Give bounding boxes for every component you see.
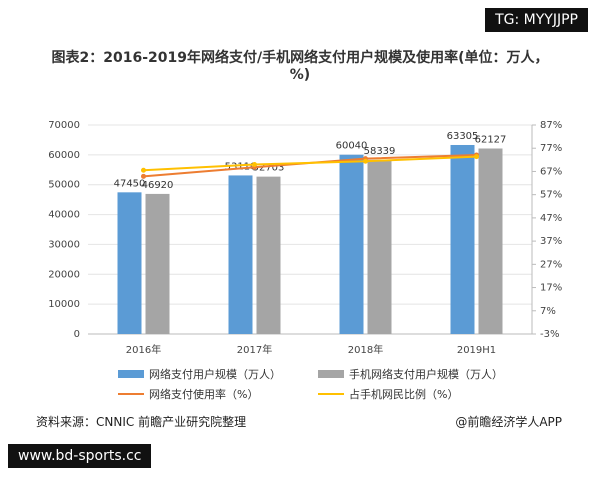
data-label: 60040	[336, 141, 368, 152]
bar	[478, 148, 503, 334]
data-label: 46920	[142, 180, 174, 191]
y-tick-label: 10000	[48, 299, 80, 310]
bar	[256, 176, 281, 334]
line-marker	[252, 161, 257, 167]
watermark: www.bd-sports.cc	[8, 444, 152, 468]
legend-label: 手机网络支付用户规模（万人）	[349, 368, 503, 381]
x-tick-label: 2017年	[237, 343, 272, 356]
x-tick-label: 2016年	[126, 343, 161, 356]
y2-tick-label: 17%	[540, 283, 562, 294]
y2-tick-label: 77%	[540, 143, 562, 154]
data-label: 52703	[253, 163, 285, 174]
y-tick-label: 60000	[48, 150, 80, 161]
line-marker	[141, 173, 146, 179]
bar	[117, 192, 142, 334]
y2-tick-label: 47%	[540, 213, 562, 224]
legend-marker	[118, 370, 144, 378]
data-label: 62127	[475, 135, 507, 146]
y-tick-label: 30000	[48, 239, 80, 250]
y2-tick-label: 37%	[540, 236, 562, 247]
x-tick-label: 2019H1	[457, 345, 496, 356]
data-label: 53110	[225, 161, 257, 172]
y-tick-label: 50000	[48, 180, 80, 191]
legend-item: 手机网络支付用户规模（万人）	[318, 366, 503, 382]
legend-marker	[318, 370, 344, 378]
bar	[367, 159, 392, 334]
legend-item: 占手机网民比例（%）	[318, 386, 458, 402]
bar	[450, 144, 475, 334]
line	[143, 155, 477, 172]
x-tick-label: 2018年	[348, 343, 383, 356]
credit: @前瞻经济学人APP	[455, 415, 562, 429]
y2-tick-label: 27%	[540, 259, 562, 270]
legend-label: 网络支付用户规模（万人）	[149, 368, 281, 381]
data-label: 58339	[364, 146, 396, 157]
legend-label: 占手机网民比例（%）	[349, 388, 459, 401]
bar	[228, 175, 253, 334]
legend-marker	[118, 393, 144, 395]
source: 资料来源：CNNIC 前瞻产业研究院整理	[36, 415, 247, 429]
y-tick-label: 20000	[48, 269, 80, 280]
y2-tick-label: 7%	[540, 306, 556, 317]
watermark: TG: MYYJJPP	[485, 8, 588, 32]
line-marker	[141, 167, 146, 173]
bar	[339, 154, 364, 334]
data-label: 63305	[447, 131, 479, 142]
y2-tick-label: -3%	[540, 329, 559, 340]
line-marker	[363, 158, 368, 164]
bar	[145, 193, 170, 334]
line-marker	[474, 154, 479, 160]
legend-item: 网络支付用户规模（万人）	[118, 366, 281, 382]
y2-tick-label: 67%	[540, 166, 562, 177]
chart-title: 图表2：2016-2019年网络支付/手机网络支付用户规模及使用率(单位：万人，…	[51, 50, 549, 83]
legend-marker	[318, 393, 344, 395]
y-tick-label: 0	[74, 329, 80, 340]
legend-label: 网络支付使用率（%）	[149, 388, 259, 401]
y-tick-label: 40000	[48, 210, 80, 221]
y2-tick-label: 57%	[540, 190, 562, 201]
data-label: 47450	[114, 178, 146, 189]
y2-tick-label: 87%	[540, 120, 562, 131]
legend-item: 网络支付使用率（%）	[118, 386, 258, 402]
y-tick-label: 70000	[48, 120, 80, 131]
